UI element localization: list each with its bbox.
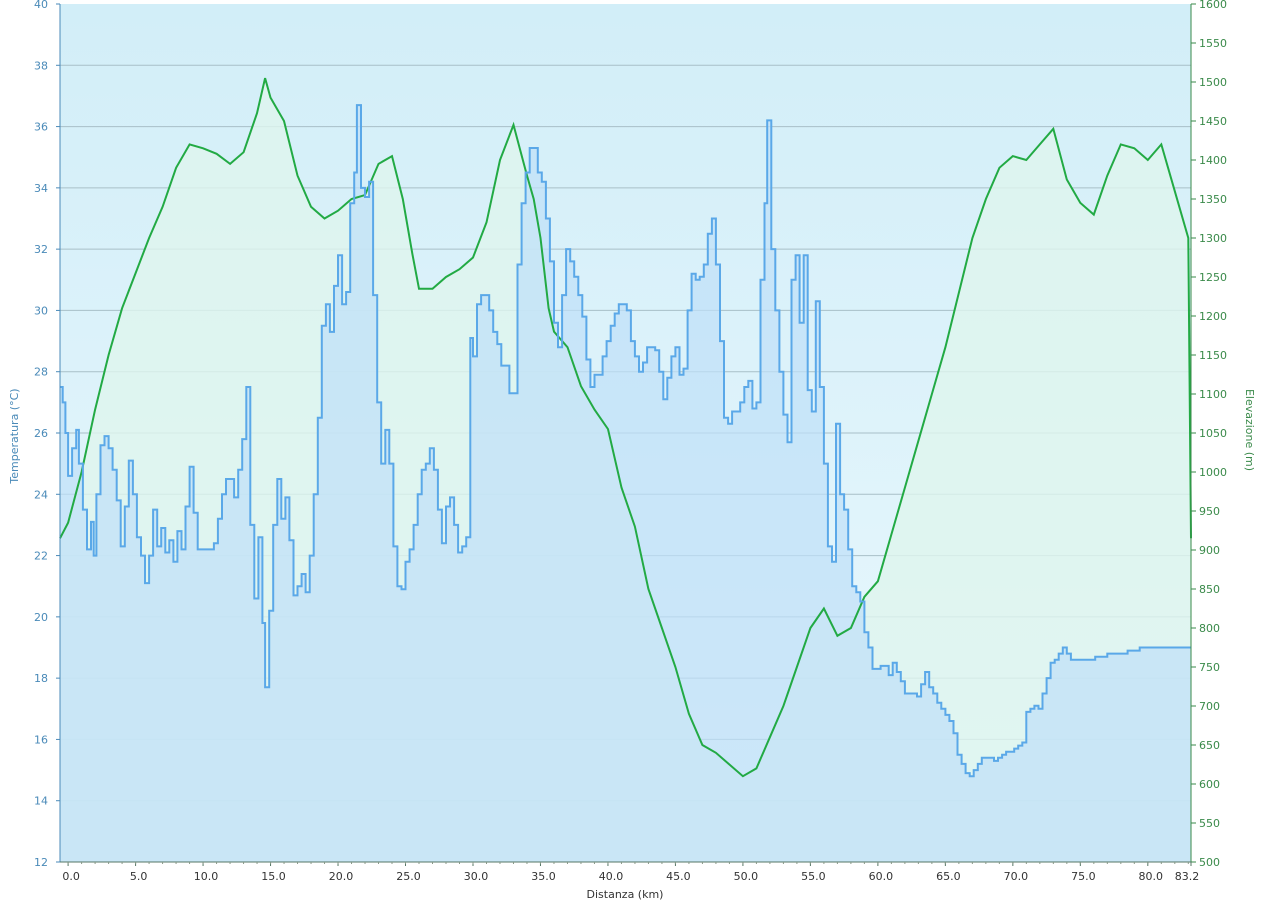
x-tick-label: 10.0	[194, 870, 219, 883]
x-tick-label: 60.0	[869, 870, 894, 883]
left-axis-title: Temperatura (°C)	[8, 388, 21, 484]
right-axis-ticks: 500 550 600 650 700 750 800 850 900 950 1000 1050 11…	[1191, 0, 1227, 869]
left-tick-label: 16	[34, 733, 48, 746]
x-tick-label: 75.0	[1071, 870, 1096, 883]
left-tick-label: 38	[34, 59, 48, 72]
right-tick-label: 600	[1199, 778, 1220, 791]
right-tick-label: 1350	[1199, 193, 1227, 206]
x-tick-label: 45.0	[666, 870, 691, 883]
x-tick-label: 83.2	[1175, 870, 1200, 883]
right-tick-label: 950	[1199, 505, 1220, 518]
right-tick-label: 1050	[1199, 427, 1227, 440]
left-tick-label: 40	[34, 0, 48, 11]
left-tick-label: 34	[34, 182, 48, 195]
right-tick-label: 1400	[1199, 154, 1227, 167]
left-tick-label: 22	[34, 550, 48, 563]
left-tick-label: 26	[34, 427, 48, 440]
left-tick-label: 30	[34, 304, 48, 317]
left-tick-label: 20	[34, 611, 48, 624]
left-axis-ticks: 12 14 16 18 20 22 24 26 28 30 32 34 36 38 40	[34, 0, 60, 869]
left-tick-label: 24	[34, 488, 48, 501]
left-tick-label: 36	[34, 121, 48, 134]
x-tick-label: 55.0	[801, 870, 826, 883]
x-tick-label: 15.0	[261, 870, 286, 883]
x-tick-label: 70.0	[1004, 870, 1029, 883]
x-tick-label: 40.0	[599, 870, 624, 883]
x-tick-label: 5.0	[130, 870, 148, 883]
right-tick-label: 550	[1199, 817, 1220, 830]
right-tick-label: 750	[1199, 661, 1220, 674]
left-tick-label: 14	[34, 795, 48, 808]
x-tick-label: 65.0	[936, 870, 961, 883]
x-axis-title: Distanza (km)	[587, 888, 664, 901]
left-tick-label: 12	[34, 856, 48, 869]
left-tick-label: 18	[34, 672, 48, 685]
left-tick-label: 32	[34, 243, 48, 256]
x-tick-label: 50.0	[734, 870, 759, 883]
x-tick-label: 0.0	[62, 870, 80, 883]
x-tick-label: 20.0	[329, 870, 354, 883]
x-tick-label: 35.0	[531, 870, 556, 883]
right-tick-label: 1450	[1199, 115, 1227, 128]
right-tick-label: 1150	[1199, 349, 1227, 362]
right-tick-label: 900	[1199, 544, 1220, 557]
right-axis-title: Elevazione (m)	[1243, 389, 1256, 471]
x-axis-ticks: 0.0 5.0 10.0 15.0 20.0 25.0 30.0 35.0 40.0 45.0 50…	[62, 862, 1199, 883]
right-tick-label: 650	[1199, 739, 1220, 752]
right-tick-label: 1300	[1199, 232, 1227, 245]
temperature-area	[60, 105, 1191, 863]
left-tick-label: 28	[34, 366, 48, 379]
x-tick-label: 30.0	[464, 870, 489, 883]
x-tick-label: 80.0	[1139, 870, 1164, 883]
right-tick-label: 850	[1199, 583, 1220, 596]
right-tick-label: 500	[1199, 856, 1220, 869]
right-tick-label: 700	[1199, 700, 1220, 713]
elevation-series-line	[59, 77, 1192, 778]
right-tick-label: 1250	[1199, 271, 1227, 284]
temperature-series-line	[60, 104, 1191, 778]
right-tick-label: 800	[1199, 622, 1220, 635]
right-tick-label: 1200	[1199, 310, 1227, 323]
right-tick-label: 1600	[1199, 0, 1227, 11]
right-tick-label: 1100	[1199, 388, 1227, 401]
right-tick-label: 1550	[1199, 37, 1227, 50]
right-tick-label: 1500	[1199, 76, 1227, 89]
x-tick-label: 25.0	[396, 870, 421, 883]
right-tick-label: 1000	[1199, 466, 1227, 479]
